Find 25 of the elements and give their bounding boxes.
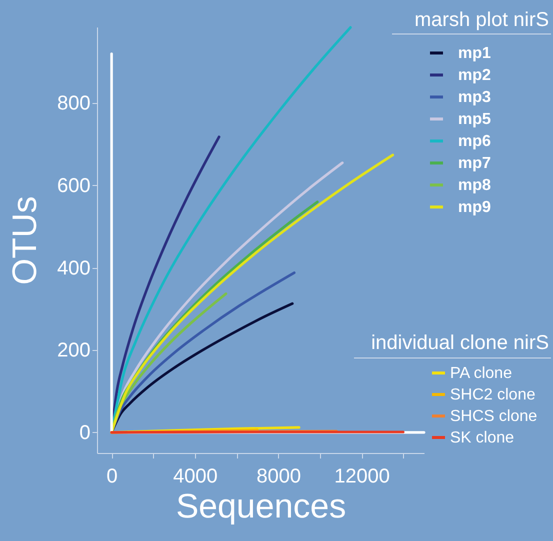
legend-label: SHC2 clone <box>450 386 536 404</box>
legend-label: mp8 <box>458 177 491 194</box>
legend-label: SK clone <box>450 430 514 446</box>
text: marsh plot nirS <box>414 9 549 31</box>
y-axis-title: OTUs <box>6 196 44 285</box>
y-tick-label: 0 <box>79 422 90 444</box>
y-tick-label: 400 <box>57 257 90 280</box>
legend-label: mp6 <box>458 133 491 150</box>
legend-label: PA clone <box>450 365 512 382</box>
legend-label: mp9 <box>458 199 491 216</box>
x-tick-label: 12000 <box>334 466 390 488</box>
legend-label: mp2 <box>458 67 491 84</box>
y-tick-label: 600 <box>57 174 90 197</box>
legend-label: mp5 <box>458 111 491 128</box>
x-axis-title: Sequences <box>176 488 346 526</box>
legend-label: mp7 <box>458 155 491 172</box>
text: individual clone nirS <box>371 332 549 354</box>
y-tick-label: 800 <box>57 92 90 115</box>
legend-label: mp3 <box>458 89 491 106</box>
x-tick-label: 8000 <box>256 466 301 488</box>
legend-label: SHCS clone <box>450 408 538 425</box>
x-tick-label: 4000 <box>173 466 218 488</box>
y-tick-label: 200 <box>57 340 90 362</box>
legend-label: mp1 <box>458 45 491 62</box>
x-tick-label: 0 <box>106 466 118 488</box>
